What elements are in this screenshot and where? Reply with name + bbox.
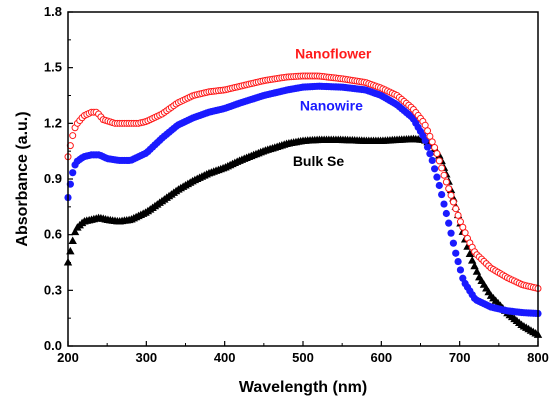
data-point [435,157,443,165]
data-point [452,249,460,257]
x-tick-label: 700 [449,350,471,365]
data-point [431,143,439,151]
data-point [435,181,443,190]
y-axis-title: Absorbance (a.u.) [14,111,31,246]
data-point [68,236,77,244]
data-point [470,261,479,270]
series-bulk-se [63,134,543,338]
data-point [472,267,482,275]
data-point [440,200,448,208]
data-point [447,191,455,199]
x-tick-label: 200 [57,350,79,365]
y-tick-label: 0.6 [44,227,62,242]
x-tick-label: 800 [527,350,549,365]
data-point [454,257,462,266]
axes: 200 300 400 500 600 700 800 0.0 0.3 0.6 0.9 1.2 1.5 1… [44,4,549,365]
data-point [447,229,455,237]
series-nanoflower [64,72,542,292]
series-label: Bulk Se [293,153,345,169]
data-point [465,249,475,257]
x-tick-label: 500 [292,350,314,365]
data-point [421,136,429,145]
series-label: Nanoflower [295,45,372,61]
series-label: Nanowire [300,97,363,113]
data-point [426,150,434,158]
data-point [452,205,460,213]
plot-frame [67,11,539,347]
y-tick-label: 0.0 [44,338,62,353]
data-point [438,164,446,172]
data-point [442,209,450,218]
data-point [438,190,446,199]
data-point [449,239,457,247]
data-point [423,143,432,151]
x-axis-title: Wavelength (nm) [239,379,367,396]
data-point [69,169,77,177]
data-point [445,185,453,193]
y-tick-label: 0.3 [44,282,62,297]
y-tick-label: 1.5 [44,60,62,75]
data-point [454,211,462,219]
data-point [433,150,441,158]
data-point [442,178,450,186]
x-tick-label: 300 [135,350,157,365]
data-point [445,219,453,227]
data-point [449,198,457,206]
data-point [456,266,465,274]
data-point [70,227,80,236]
plot-area [63,72,543,338]
x-tick-label: 400 [214,350,236,365]
data-point [468,256,477,264]
x-tick-label: 600 [370,350,392,365]
y-tick-label: 0.9 [44,171,62,186]
series-labels: Nanoflower Nanowire Bulk Se [293,45,372,169]
y-tick-label: 1.8 [44,4,62,19]
data-point [440,171,448,179]
series-nanowire [64,82,542,318]
y-tick-label: 1.2 [44,115,62,130]
data-point [433,173,441,181]
data-point [431,165,439,173]
data-point [69,132,77,140]
data-point [428,156,436,165]
